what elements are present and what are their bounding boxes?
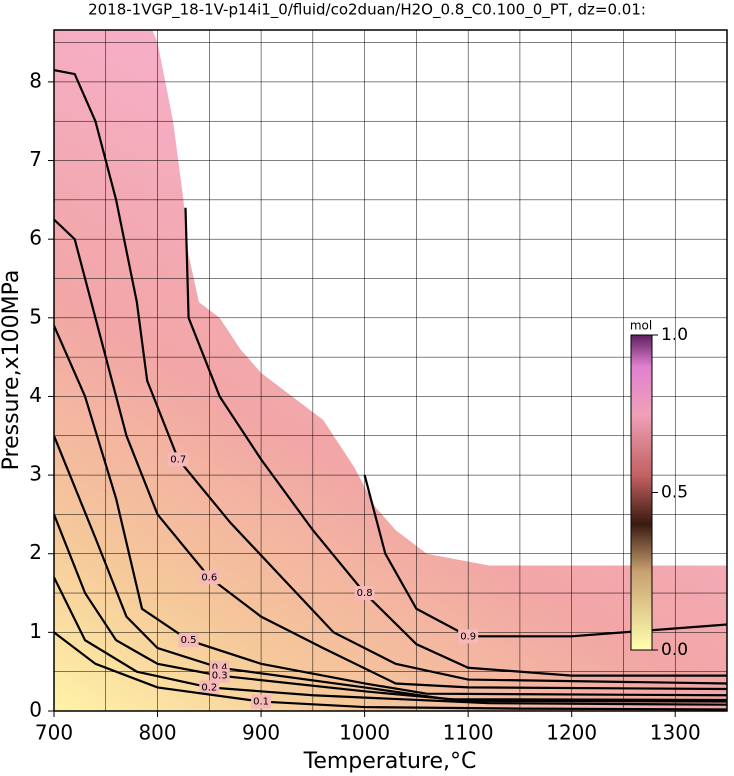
y-tick-label: 5 — [29, 304, 42, 328]
colorbar-tick-label: 0.0 — [661, 640, 688, 660]
y-tick-label: 3 — [29, 462, 42, 486]
contour-label-bg — [199, 680, 220, 695]
x-axis-label: Temperature,°C — [303, 749, 477, 774]
contour-label: 0.1 — [253, 697, 269, 708]
colorbar-ticks: 0.0 0.5 1.0 — [652, 325, 688, 660]
x-tick-label: 1300 — [650, 721, 701, 745]
contour-label: 0.3 — [212, 671, 228, 682]
x-tick-label: 1000 — [339, 721, 390, 745]
colorbar-label: mol — [630, 319, 652, 333]
field-layer — [54, 30, 727, 711]
contour-label: 0.7 — [170, 454, 186, 465]
contour-line — [184, 207, 727, 677]
x-tick-label: 800 — [138, 721, 176, 745]
y-tick-label: 8 — [29, 68, 42, 92]
y-tick-label: 0 — [29, 698, 42, 722]
chart-title: 2018-1VGP_18-1V-p14i1_0/fluid/co2duan/H2… — [88, 1, 646, 20]
contour-label-bg — [178, 633, 199, 648]
x-tick-label: 900 — [242, 721, 280, 745]
contour-label-bg — [209, 668, 230, 683]
y-tick-label: 4 — [29, 383, 42, 407]
y-tick-label: 1 — [29, 619, 42, 643]
contour-line — [363, 474, 727, 638]
x-tick-label: 1100 — [443, 721, 494, 745]
contour-label-bg — [199, 570, 220, 585]
y-tick-label: 7 — [29, 147, 42, 171]
y-tick-label: 6 — [29, 226, 42, 250]
contour-label: 0.5 — [181, 635, 197, 646]
contour-line — [54, 514, 727, 703]
plot-frame — [53, 29, 728, 712]
contour-label: 0.6 — [201, 572, 217, 583]
contour-label-bg — [458, 629, 479, 644]
contour-label-bg — [168, 452, 189, 467]
colorbar-tick-label: 1.0 — [661, 325, 688, 345]
colorbar — [630, 334, 653, 651]
field-area — [54, 30, 727, 711]
y-axis-label: Pressure,x100MPa — [0, 270, 24, 471]
contour-label: 0.8 — [357, 588, 373, 599]
colorbar-tick-label: 0.5 — [661, 483, 688, 503]
y-tick-label: 2 — [29, 540, 42, 564]
contour-label-bg — [251, 694, 272, 709]
x-tick-label: 1200 — [546, 721, 597, 745]
contour-label: 0.9 — [460, 631, 476, 642]
contour-label-bg — [354, 586, 375, 601]
contour-label: 0.2 — [201, 682, 217, 693]
x-tick-label: 700 — [35, 721, 73, 745]
contours: 0.9 0.8 0.7 0.6 0.5 0.40.30.2 0.1 — [54, 69, 727, 711]
contour-label: 0.4 — [212, 663, 228, 674]
